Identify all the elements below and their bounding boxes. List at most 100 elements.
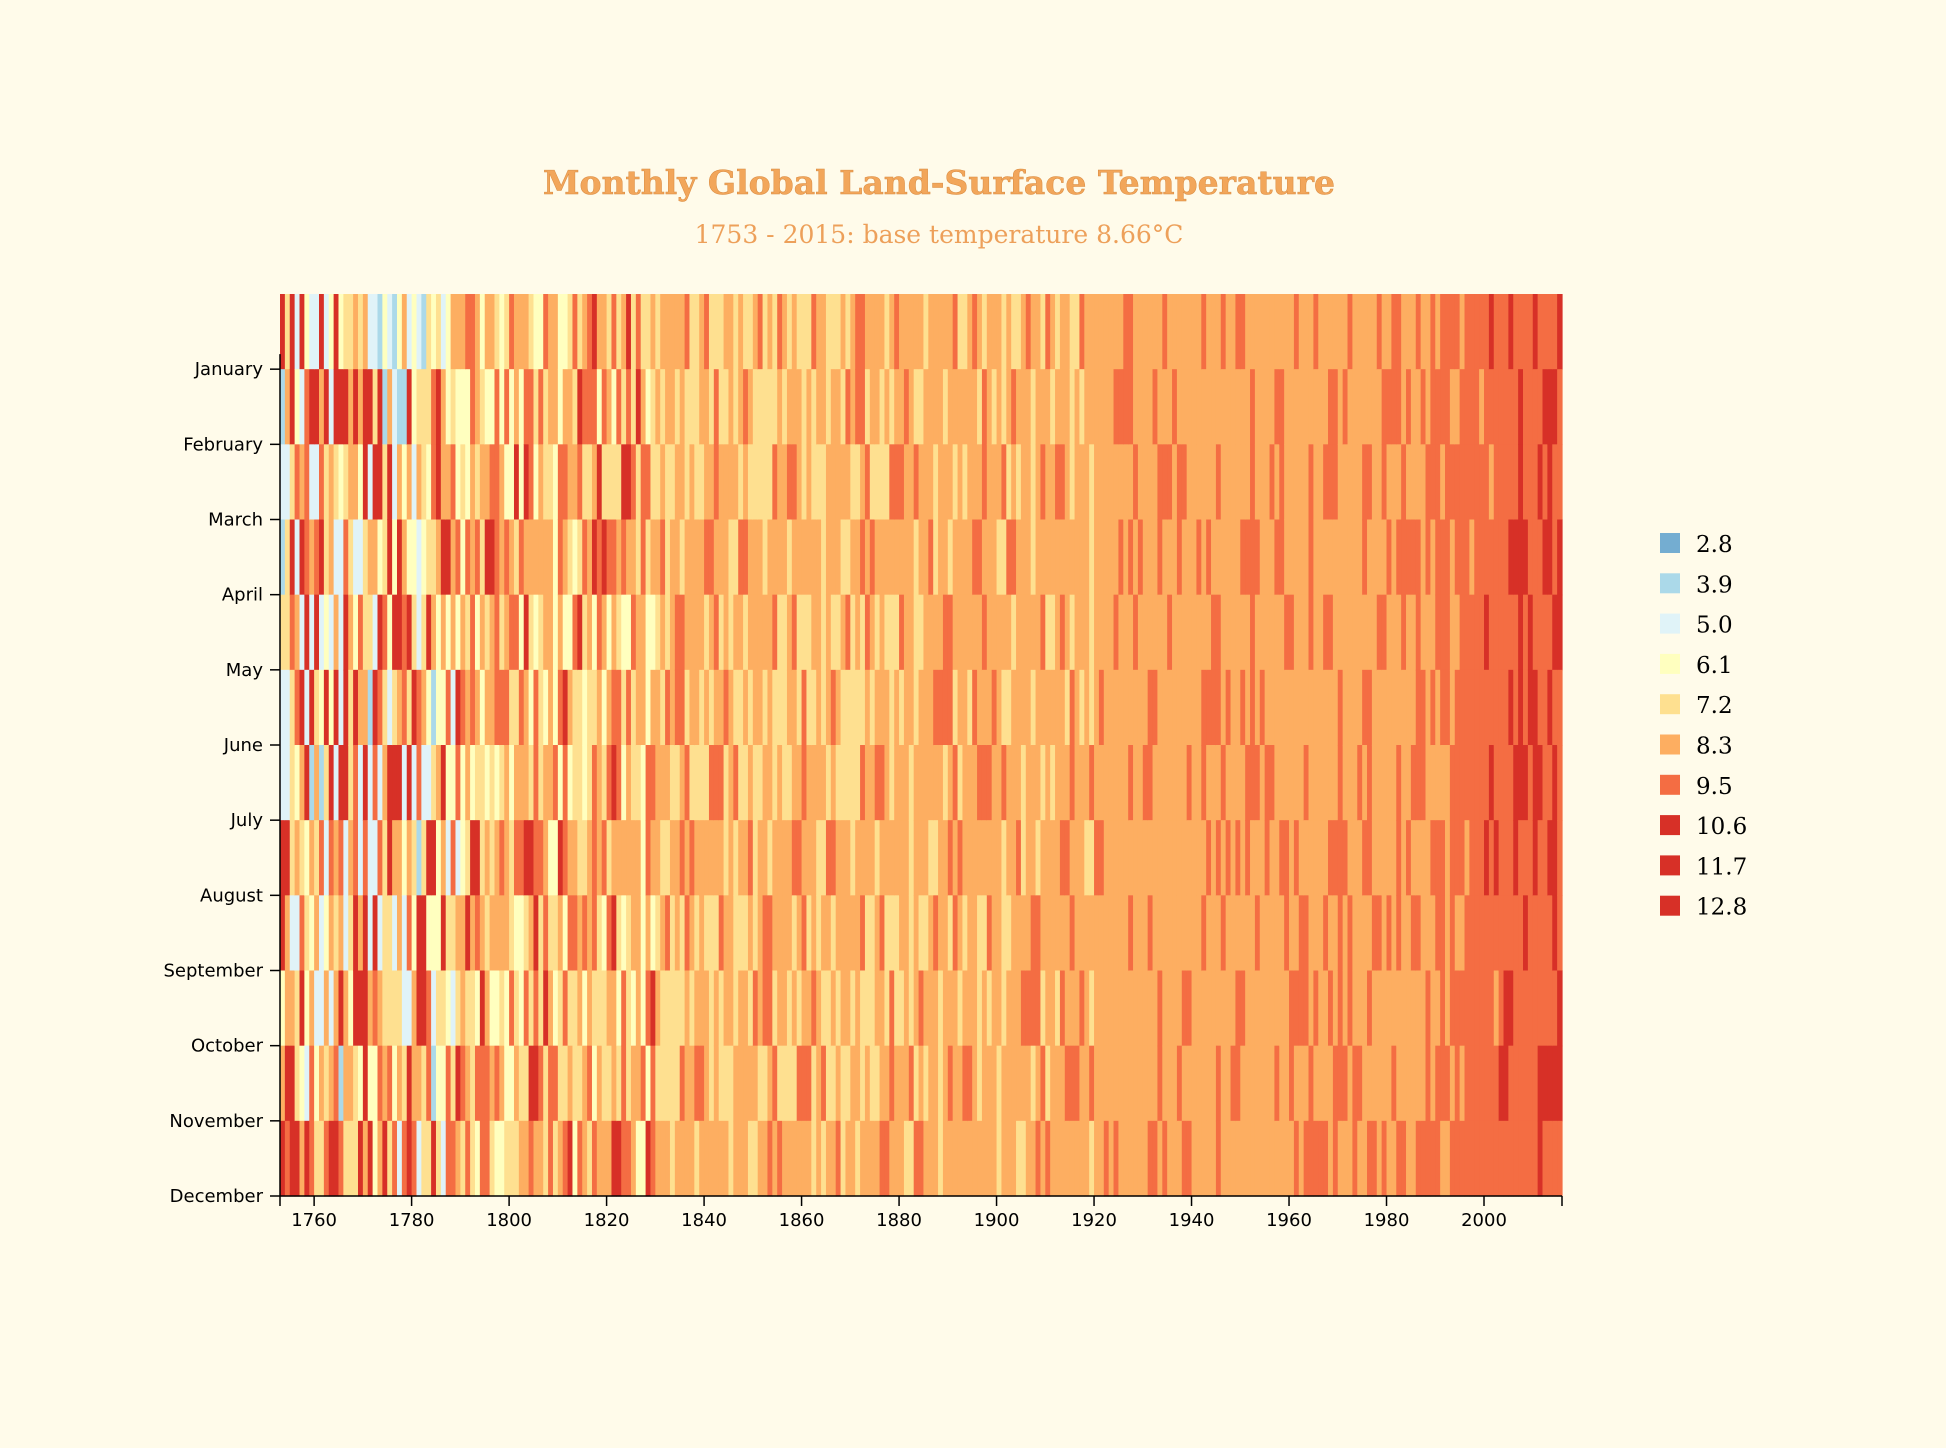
heatmap-cell [1488,1120,1495,1197]
heatmap-cell [455,669,461,746]
heatmap-cell [786,519,793,596]
heatmap-cell [986,820,993,896]
heatmap-cell [1386,1045,1392,1122]
heatmap-cell [509,594,515,671]
heatmap-cell [616,820,622,896]
heatmap-cell [1347,519,1353,596]
heatmap-cell [367,669,374,746]
heatmap-cell [1196,369,1202,445]
heatmap-cell [362,294,369,370]
heatmap-cell [938,294,944,370]
heatmap-cell [957,669,964,746]
heatmap-cell [465,745,471,821]
heatmap-cell [377,820,383,896]
heatmap-cell [294,594,301,671]
heatmap-cell [304,519,310,596]
heatmap-cell [528,1120,535,1197]
heatmap-cell [1523,294,1529,370]
heatmap-cell [782,970,788,1047]
heatmap-cell [850,820,856,896]
heatmap-cell [1337,444,1344,521]
heatmap-cell [470,745,476,821]
legend-swatch [1660,815,1680,836]
heatmap-cell [757,444,764,521]
heatmap-cell [1484,369,1490,445]
heatmap-cell [894,745,900,821]
heatmap-cell [479,745,486,821]
heatmap-cell [1025,444,1032,521]
heatmap-cell [918,970,925,1047]
heatmap-cell [1357,1045,1363,1122]
heatmap-cell [460,745,466,821]
heatmap-cell [1323,895,1329,972]
heatmap-cell [552,444,559,521]
heatmap-cell [762,970,769,1047]
heatmap-cell [533,294,539,370]
heatmap-cell [450,745,457,821]
heatmap-cell [1220,820,1227,896]
heatmap-cell [1181,444,1188,521]
heatmap-cell [986,369,993,445]
heatmap-cell [421,895,427,972]
heatmap-cell [635,294,642,370]
heatmap-cell [650,745,656,821]
heatmap-cell [913,294,920,370]
heatmap-cell [406,970,413,1047]
heatmap-cell [1113,745,1120,821]
heatmap-cell [1264,895,1271,972]
heatmap-cell [1240,519,1246,596]
heatmap-cell [1172,1120,1178,1197]
heatmap-cell [1235,895,1241,972]
heatmap-cell [879,294,886,370]
heatmap-cell [377,369,383,445]
heatmap-cell [699,369,705,445]
heatmap-cell [1020,970,1027,1047]
heatmap-cell [1006,820,1012,896]
heatmap-cell [918,745,925,821]
heatmap-cell [801,895,808,972]
heatmap-cell [1030,669,1037,746]
heatmap-cell [689,820,695,896]
heatmap-cell [1449,594,1456,671]
heatmap-cell [879,369,886,445]
heatmap-cell [1518,1120,1524,1197]
heatmap-cell [616,519,622,596]
heatmap-cell [1484,294,1490,370]
heatmap-cell [484,594,491,671]
heatmap-cell [1259,669,1266,746]
heatmap-cell [840,369,847,445]
heatmap-cell [1264,970,1271,1047]
heatmap-cell [986,1120,993,1197]
heatmap-cell [1152,594,1159,671]
heatmap-cell [304,895,310,972]
heatmap-cell [1459,594,1466,671]
heatmap-cell [348,970,354,1047]
heatmap-cell [640,594,647,671]
heatmap-cell [513,970,520,1047]
heatmap-cell [484,970,491,1047]
heatmap-cell [1030,1045,1037,1122]
heatmap-cell [816,369,822,445]
heatmap-cell [1137,369,1144,445]
heatmap-cell [874,519,881,596]
heatmap-cell [908,669,915,746]
heatmap-cell [513,745,520,821]
heatmap-cell [1488,294,1495,370]
heatmap-cell [743,745,749,821]
heatmap-cell [1415,895,1422,972]
heatmap-cell [1371,1045,1378,1122]
heatmap-cell [596,294,603,370]
heatmap-cell [343,669,349,746]
heatmap-cell [894,820,900,896]
heatmap-cell [1157,895,1163,972]
heatmap-cell [694,444,700,521]
heatmap-cell [1220,369,1227,445]
heatmap-cell [811,369,817,445]
heatmap-cell [445,519,452,596]
heatmap-cell [1323,1120,1329,1197]
heatmap-cell [411,895,418,972]
heatmap-cell [587,1120,593,1197]
heatmap-cell [1001,444,1007,521]
heatmap-cell [1308,519,1314,596]
heatmap-cell [923,594,929,671]
